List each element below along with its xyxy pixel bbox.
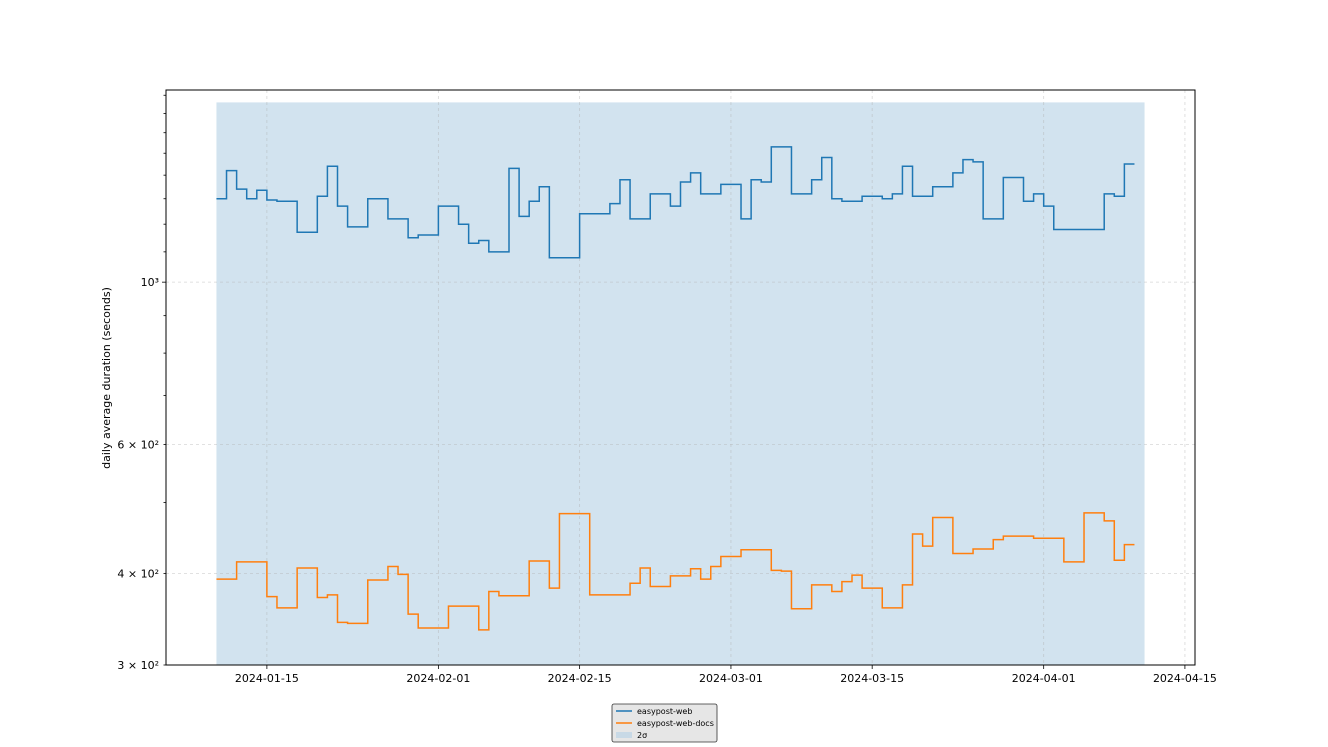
x-tick-label: 2024-02-01 [406, 672, 470, 685]
y-axis: 3 × 10² 4 × 10² 6 × 10² 10³ [117, 94, 166, 672]
x-tick-label: 2024-04-15 [1153, 672, 1217, 685]
legend: easypost-web easypost-web-docs 2σ [611, 703, 718, 743]
y-tick-label: 6 × 10² [117, 439, 159, 452]
x-tick-label: 2024-04-01 [1012, 672, 1076, 685]
series-line-easypost-web [216, 146, 1135, 259]
y-tick-label: 10³ [141, 276, 159, 289]
y-tick-label: 3 × 10² [117, 659, 159, 672]
series-lines [216, 146, 1135, 631]
x-tick-label: 2024-03-15 [840, 672, 904, 685]
legend-box [611, 703, 718, 743]
legend-label: easypost-web [637, 707, 692, 716]
legend-swatch [616, 732, 632, 738]
y-axis-label: daily average duration (seconds) [100, 287, 113, 469]
series-line-easypost-web-docs [216, 512, 1135, 631]
axes-frame [165, 89, 1196, 666]
plot-area [165, 89, 1196, 666]
legend-label: easypost-web-docs [637, 719, 714, 728]
y-tick-label: 4 × 10² [117, 568, 159, 581]
legend-label: 2σ [637, 731, 647, 740]
x-tick-label: 2024-03-01 [699, 672, 763, 685]
x-axis: 2024-01-15 2024-02-01 2024-02-15 2024-03-01… [235, 665, 1217, 685]
x-tick-label: 2024-02-15 [548, 672, 612, 685]
x-tick-label: 2024-01-15 [235, 672, 299, 685]
